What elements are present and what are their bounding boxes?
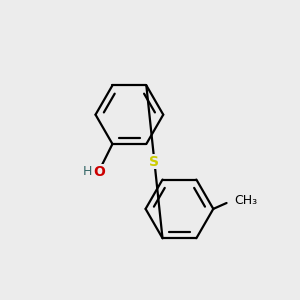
Text: H: H xyxy=(83,166,92,178)
Text: S: S xyxy=(149,155,159,169)
Text: O: O xyxy=(93,165,105,179)
Text: CH₃: CH₃ xyxy=(234,194,257,207)
